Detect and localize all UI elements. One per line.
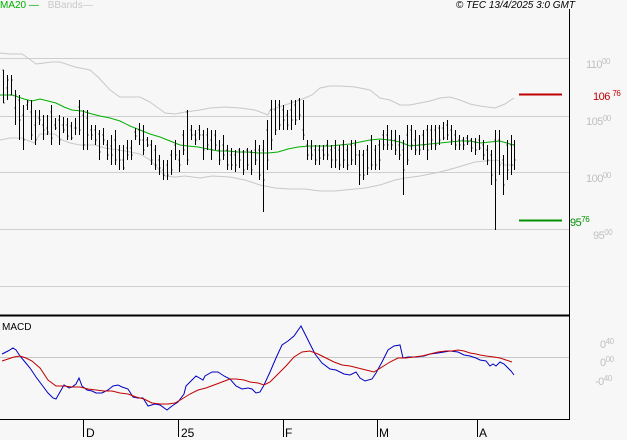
macd-label-pos: 040 — [600, 337, 614, 351]
bollinger-bands — [0, 52, 515, 192]
macd-signal-line — [1, 349, 513, 405]
price-gridlines — [0, 58, 569, 287]
x-label-2025: 25 — [181, 426, 195, 440]
legend-ma20-swatch: — — [26, 0, 39, 11]
x-axis-ticks — [83, 420, 478, 437]
price-label-100: 10000 — [586, 171, 611, 185]
macd-line — [1, 325, 515, 411]
x-label-feb: F — [285, 426, 293, 440]
macd-label-neg: -040 — [595, 374, 612, 388]
macd-label-zero: 000 — [600, 355, 614, 369]
price-label-110: 11000 — [586, 57, 610, 71]
legend-ma20: MA20 — [0, 0, 27, 11]
legend-bbands-swatch: — — [82, 0, 93, 11]
macd-title: MACD — [2, 322, 32, 333]
copyright-timestamp: © TEC 13/4/2025 3:0 GMT — [455, 0, 575, 11]
legend-bbands: BBands — [47, 0, 83, 11]
x-label-dec: D — [86, 426, 95, 440]
price-label-105: 10500 — [586, 114, 611, 128]
ohlc-bars — [2, 69, 516, 230]
x-label-apr: A — [479, 426, 488, 440]
support-label: 9576 — [570, 215, 590, 229]
chart-legend: MA20 — BBands— — [0, 0, 93, 11]
resistance-label: 106 76 — [593, 89, 621, 103]
x-label-mar: M — [379, 426, 389, 440]
price-label-95: 9500 — [593, 228, 613, 242]
